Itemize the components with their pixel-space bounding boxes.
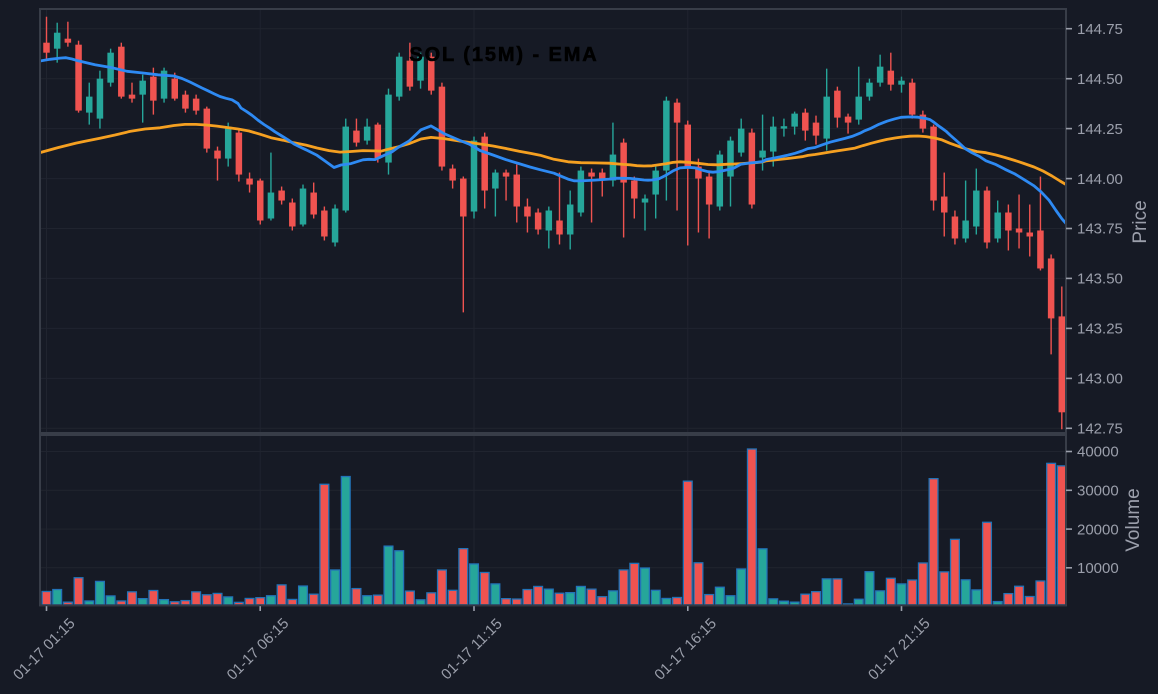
- svg-text:144.25: 144.25: [1077, 121, 1123, 138]
- svg-text:40000: 40000: [1077, 444, 1119, 461]
- svg-text:10000: 10000: [1077, 560, 1119, 577]
- svg-text:SOL (15M) - EMA: SOL (15M) - EMA: [409, 44, 598, 66]
- svg-text:144.75: 144.75: [1077, 21, 1123, 38]
- svg-text:142.75: 142.75: [1077, 421, 1123, 438]
- svg-text:144.00: 144.00: [1077, 171, 1123, 188]
- svg-text:143.75: 143.75: [1077, 221, 1123, 238]
- svg-text:Price: Price: [1130, 200, 1151, 243]
- svg-text:Volume: Volume: [1123, 488, 1144, 551]
- svg-text:30000: 30000: [1077, 483, 1119, 500]
- svg-text:143.00: 143.00: [1077, 371, 1123, 388]
- svg-text:20000: 20000: [1077, 521, 1119, 538]
- svg-text:143.50: 143.50: [1077, 271, 1123, 288]
- svg-text:143.25: 143.25: [1077, 321, 1123, 338]
- svg-text:144.50: 144.50: [1077, 71, 1123, 88]
